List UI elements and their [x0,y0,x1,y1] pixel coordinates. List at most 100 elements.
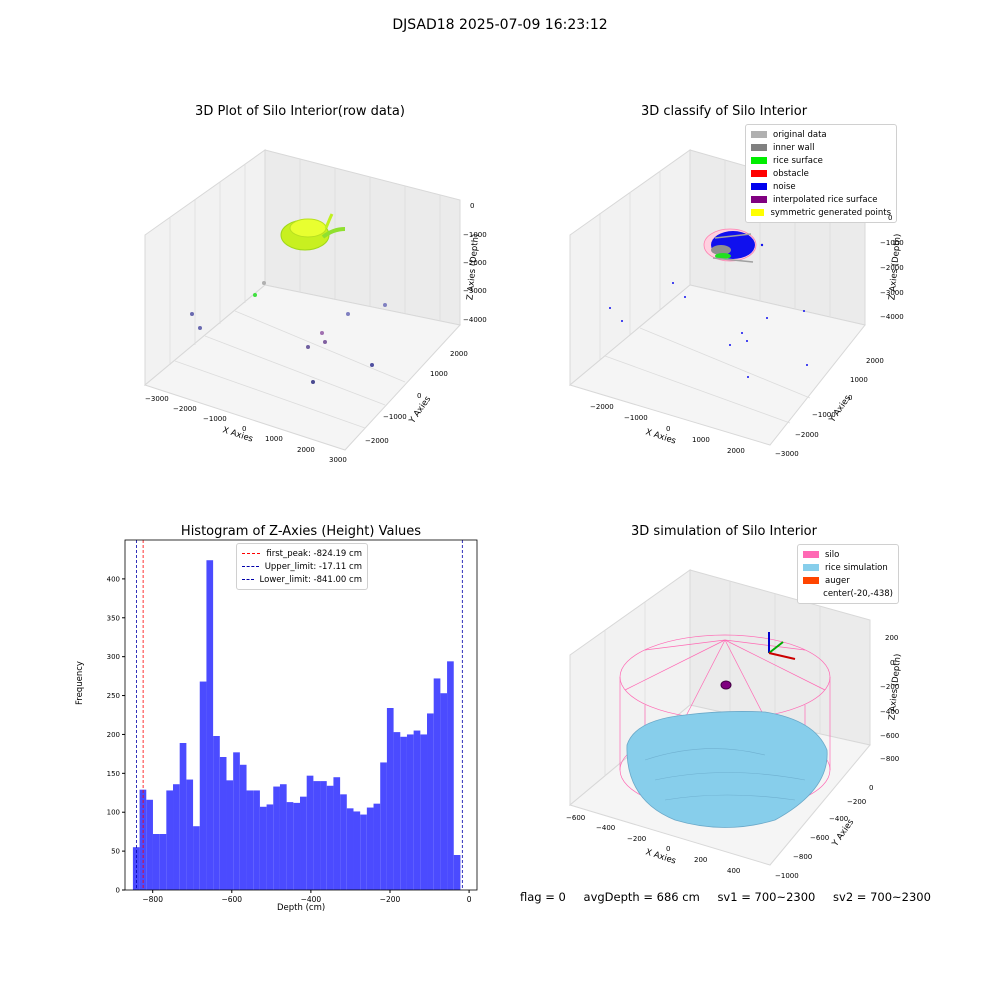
legend-swatch [803,564,819,571]
classify-xtick: 1000 [692,436,710,444]
x-tick-label: −200 [380,895,401,904]
sim-ytick: −800 [793,853,813,861]
y-tick-label: 50 [111,848,120,856]
classify-ytick: 0 [848,394,853,402]
legend-swatch [803,551,819,558]
legend-label: rice surface [773,155,823,166]
classify-ytick: 2000 [866,357,884,365]
raw-ztick: −1000 [463,231,487,239]
sim-legend: silo rice simulation auger center(-20,-4… [797,544,899,604]
sim-ytick: −600 [810,834,830,842]
histogram-bar [366,807,374,890]
histogram-bar [146,799,153,890]
sim-xtick: −200 [627,835,647,843]
sim-xtick: −400 [596,824,616,832]
histogram-bar [447,661,454,890]
legend-item: first_peak: -824.19 cm [242,547,362,560]
histogram-bar [393,732,401,890]
legend-label: symmetric generated points [770,207,891,218]
classify-xtick: 0 [666,425,671,433]
x-tick-label: −800 [142,895,163,904]
y-tick-label: 250 [107,692,120,700]
histogram-legend: first_peak: -824.19 cm Upper_limit: -17.… [236,543,368,590]
histogram-bar [273,786,280,890]
histogram-bar [353,811,361,890]
histogram-chart: −800 −600 −400 −200 0 0 50 100 150 200 250 300 350 4… [107,539,478,904]
legend-item: noise [751,180,891,193]
histogram-bar [152,834,160,890]
histogram-bar [333,777,341,890]
legend-item: rice surface [751,154,891,167]
histogram-bar [166,790,174,890]
legend-swatch [751,144,767,151]
y-tick-label: 300 [107,653,120,661]
histogram-bar [413,730,421,890]
raw-ytick: 0 [417,392,422,400]
histogram-bar [433,678,441,890]
sim-xtick: −600 [566,814,586,822]
classify-ztick: −4000 [880,313,904,321]
histogram-bar [219,757,227,890]
legend-swatch [751,196,767,203]
histogram-bar [213,736,220,890]
raw-ytick: −1000 [383,413,407,421]
legend-item: center(-20,-438) [803,587,893,600]
sim-ztick: 0 [890,659,895,667]
histogram-bar [233,752,240,890]
sim-xtick: 200 [694,856,708,864]
histogram-bar [279,784,287,890]
legend-line [242,579,254,580]
histogram-bar [199,681,207,890]
legend-swatch [751,209,765,216]
histogram-ylabel: Frequency [75,661,85,705]
raw-ytick: −2000 [365,437,389,445]
sim-ztick: −200 [880,683,900,691]
legend-swatch [751,183,767,190]
classify-ytick: −3000 [775,450,799,458]
raw-xtick: −3000 [145,395,169,403]
histogram-bar [373,803,381,890]
legend-item: auger [803,574,893,587]
legend-item: obstacle [751,167,891,180]
legend-label: center(-20,-438) [823,588,893,599]
histogram-bar [173,784,180,890]
histogram-bar [293,802,301,890]
legend-swatch [751,131,767,138]
legend-item: Lower_limit: -841.00 cm [242,573,362,586]
histogram-bar [306,775,314,890]
histogram-bar [266,804,274,890]
legend-item: interpolated rice surface [751,193,891,206]
histogram-bar [420,734,428,890]
histogram-bar [320,781,327,890]
raw-xtick: 3000 [329,456,347,464]
legend-item: Upper_limit: -17.11 cm [242,560,362,573]
histogram-bar [286,802,294,890]
classify-ztick: −3000 [880,289,904,297]
classify-xtick: 2000 [727,447,745,455]
sim-xtick: 0 [666,845,671,853]
legend-label: auger [825,575,850,586]
sim-ztick: −800 [880,755,900,763]
sim-ytick: −200 [847,798,867,806]
sim-xtick: 400 [727,867,741,875]
legend-label: first_peak: -824.19 cm [266,548,362,559]
y-tick-label: 0 [116,887,120,895]
raw-ztick: −3000 [463,287,487,295]
legend-swatch [751,157,767,164]
classify-ztick: 0 [888,214,893,222]
classify-ytick: −2000 [795,431,819,439]
classify-xtick: −1000 [624,414,648,422]
sim-ytick: −400 [829,815,849,823]
raw-ztick: −2000 [463,259,487,267]
legend-swatch [803,577,819,584]
histogram-bar [400,736,407,890]
histogram-bar [179,743,187,890]
histogram-bar [226,780,234,890]
legend-item: silo [803,548,893,561]
avg-depth-text: avgDepth = 686 cm [583,890,700,904]
x-tick-label: −600 [221,895,242,904]
classify-legend: original data inner wall rice surface ob… [745,124,897,223]
figure-suptitle: DJSAD18 2025-07-09 16:23:12 [392,17,608,33]
histogram-bar [246,790,254,890]
histogram-bar [440,693,448,890]
